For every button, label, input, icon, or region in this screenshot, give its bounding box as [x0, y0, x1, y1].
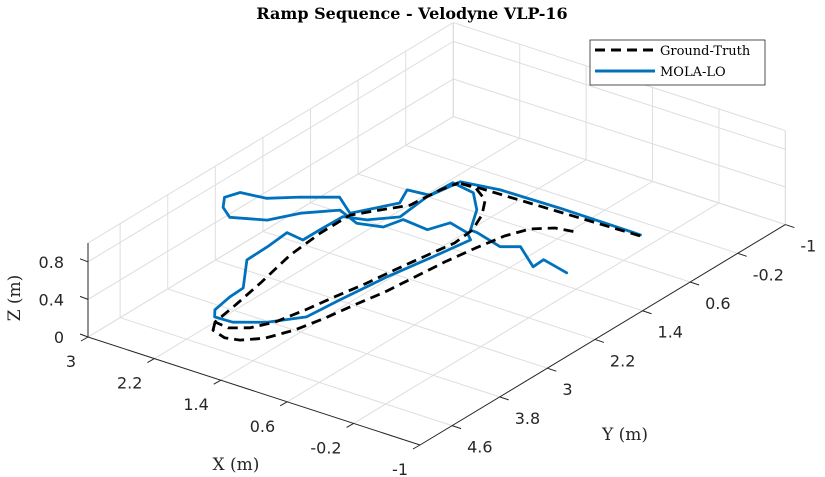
x-tick-mark — [80, 336, 89, 342]
trajectory-line — [211, 226, 576, 342]
y-tick-label: 1.4 — [658, 323, 683, 342]
trajectory-line — [213, 180, 642, 324]
grid-line-wall-z2 — [453, 78, 786, 188]
x-tick-label: -0.2 — [310, 438, 341, 457]
y-tick-label: 3.8 — [515, 409, 540, 428]
grid-line-y — [167, 288, 500, 398]
x-tick-mark — [147, 358, 155, 364]
x-tick-mark — [279, 401, 288, 407]
z-axis-label: Z (m) — [5, 275, 25, 322]
grid-line-wall-z2 — [453, 40, 786, 150]
grid-line-y — [215, 259, 548, 369]
box-edge — [87, 22, 454, 244]
z-tick-label: 0 — [54, 328, 64, 347]
x-tick-label: 2.2 — [117, 374, 142, 393]
x-axis-label: X (m) — [213, 455, 260, 475]
z-tick-label: 0.8 — [39, 253, 64, 272]
grid-lines — [87, 22, 786, 446]
y-tick-label: -0.2 — [753, 265, 784, 284]
y-tick-label: 2.2 — [610, 351, 635, 370]
y-tick-mark — [642, 310, 652, 315]
grid-line-x — [154, 137, 520, 360]
x-tick-label: 3 — [66, 352, 76, 371]
grid-line-y — [405, 144, 738, 254]
y-axis-label: Y (m) — [601, 425, 648, 445]
axes — [79, 224, 795, 450]
y-tick-mark — [451, 425, 462, 430]
grid-line-wall-z2 — [453, 116, 786, 226]
legend-label-mola-lo: MOLA-LO — [660, 65, 726, 80]
y-tick-mark — [785, 224, 795, 229]
legend-label-ground-truth: Ground-Truth — [660, 44, 751, 59]
z-tick-label: 0.4 — [39, 290, 64, 309]
chart-title: Ramp Sequence - Velodyne VLP-16 — [256, 4, 567, 23]
z-tick-mark — [79, 295, 89, 300]
y-tick-label: 3 — [562, 380, 572, 399]
y-tick-mark — [737, 252, 747, 257]
x-tick-mark — [213, 379, 222, 385]
tick-labels: 3 2.2 1.4 0.6 -0.2 -1 -1 -0.2 0.6 1.4 2.2 3 3.8 4.6 0 0… — [39, 237, 817, 477]
x-tick-mark — [346, 422, 354, 428]
grid-line-wall-z — [87, 116, 454, 338]
y-tick-label: -1 — [800, 237, 816, 256]
y-tick-mark — [594, 338, 605, 343]
grid-line-x — [286, 180, 653, 403]
legend[interactable]: Ground-Truth MOLA-LO — [589, 39, 766, 86]
series-lines — [211, 180, 642, 342]
grid-line-x — [353, 202, 720, 424]
z-tick-mark — [79, 258, 89, 263]
x-tick-label: 0.6 — [250, 417, 275, 436]
x-tick-mark — [412, 444, 421, 450]
y-tick-label: 0.6 — [705, 294, 730, 313]
grid-line-y — [119, 317, 453, 427]
z-tick-mark — [79, 333, 89, 338]
x-axis-line — [87, 336, 421, 446]
grid-line-wall-z — [87, 78, 454, 300]
y-axis-line — [419, 224, 786, 446]
grid-line-wall-z — [87, 40, 454, 263]
y-tick-label: 4.6 — [467, 438, 492, 457]
trajectory-line — [213, 181, 641, 330]
y-tick-mark — [689, 281, 700, 286]
grid-line-y — [262, 230, 596, 340]
y-tick-mark — [547, 367, 557, 372]
series-mola-lo — [213, 180, 642, 324]
series-ground-truth — [211, 181, 641, 342]
legend-box — [589, 39, 766, 86]
x-tick-label: 1.4 — [183, 395, 208, 414]
y-tick-mark — [499, 396, 509, 401]
x-tick-label: -1 — [392, 460, 408, 477]
